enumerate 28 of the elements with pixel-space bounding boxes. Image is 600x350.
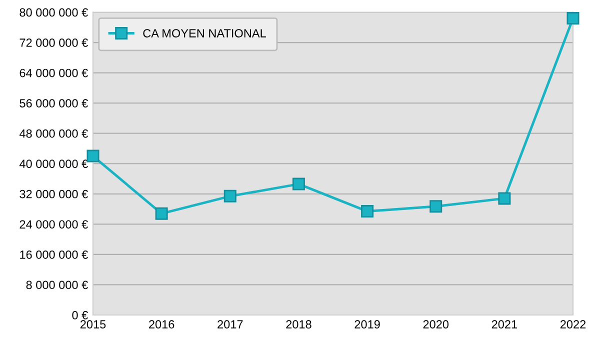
y-tick-label: 32 000 000 € [20, 190, 88, 198]
x-tick-label: 2019 [354, 320, 380, 329]
y-tick-label: 40 000 000 € [19, 160, 88, 168]
y-tick-label: 8 000 000 € [26, 280, 88, 290]
y-tick-label: 80 000 000 € [20, 8, 88, 17]
point [361, 205, 374, 218]
legend-label: CA MOYEN NATIONAL [143, 29, 266, 38]
point [498, 192, 511, 205]
point [292, 178, 305, 190]
x-tick-label: 2020 [423, 320, 449, 329]
point [86, 150, 100, 162]
x-tick-label: 2022 [560, 320, 586, 329]
x-tick-label: 2015 [80, 320, 106, 329]
y-tick-label: 48 000 000 € [19, 129, 88, 138]
point [566, 12, 580, 25]
x-tick-label: 2018 [286, 320, 312, 329]
point [224, 190, 236, 202]
point [155, 207, 168, 220]
x-tick-label: 2016 [149, 320, 174, 329]
x-tick-label: 2021 [492, 320, 517, 329]
y-tick-label: 16 000 000 € [20, 250, 88, 259]
x-tick-label: 2017 [218, 320, 243, 329]
y-tick-label: 56 000 000 € [20, 99, 88, 108]
y-tick-label: 0 € [72, 311, 88, 320]
point [430, 200, 442, 213]
y-tick-label: 64 000 000 € [20, 68, 88, 78]
y-tick-label: 72 000 000 € [20, 38, 88, 47]
y-tick-label: 24 000 000 € [20, 220, 88, 229]
